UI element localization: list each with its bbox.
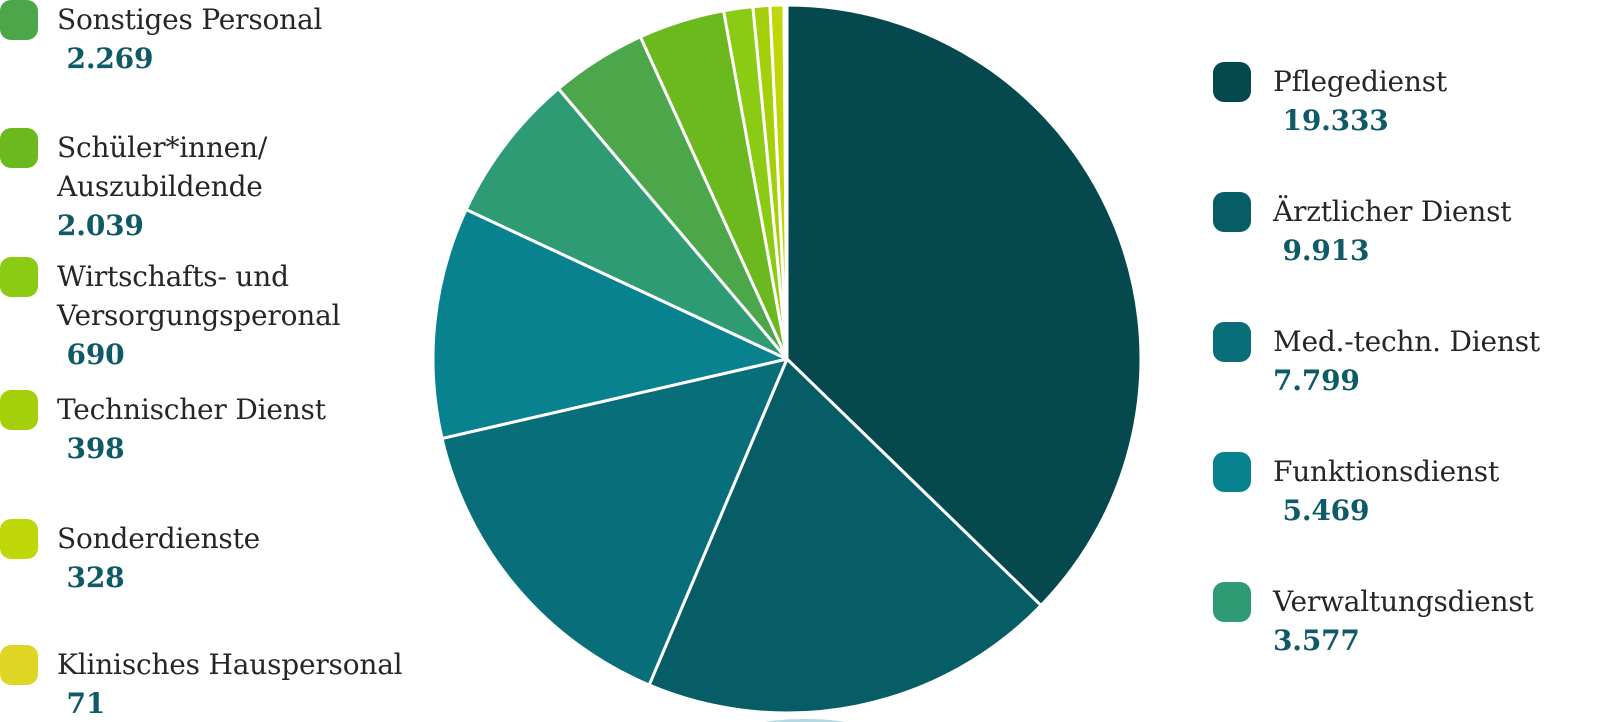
legend-item: Ärztlicher Dienst 9.913 <box>1213 192 1512 271</box>
legend-label-line: Sonstiges Personal <box>57 3 323 36</box>
legend-value: 7.799 <box>1273 364 1360 397</box>
legend-label-line: Sonderdienste <box>57 522 261 555</box>
legend-label-line: Med.-techn. Dienst <box>1273 325 1540 358</box>
legend-item: Schüler*innen/Auszubildende 2.039 <box>0 128 267 246</box>
legend-text: Sonstiges Personal 2.269 <box>57 0 322 79</box>
legend-value: 398 <box>57 432 125 465</box>
pie-slice-4 <box>464 87 789 361</box>
legend-text: Schüler*innen/Auszubildende 2.039 <box>57 128 267 246</box>
legend-item: Klinisches Hauspersonal 71 <box>0 645 403 722</box>
legend-item: Med.-techn. Dienst 7.799 <box>1213 322 1540 401</box>
legend-label-line: Technischer Dienst <box>57 393 326 426</box>
legend-item: Pflegedienst 19.333 <box>1213 62 1447 141</box>
legend-value: 3.577 <box>1273 624 1360 657</box>
legend-swatch <box>1213 452 1251 492</box>
legend-right: Pflegedienst 19.333 Ärztlicher Dienst 9.… <box>1213 0 1600 722</box>
legend-value: 71 <box>57 687 106 720</box>
legend-text: Verwaltungsdienst 3.577 <box>1273 582 1534 661</box>
legend-item: Sonderdienste 328 <box>0 519 260 598</box>
legend-swatch <box>0 519 38 559</box>
legend-label-line: Verwaltungsdienst <box>1273 585 1534 618</box>
legend-item: Verwaltungsdienst 3.577 <box>1213 582 1534 661</box>
legend-left: Sonstiges Personal 2.269 Schüler*innen/A… <box>0 0 430 722</box>
pie-slice-3 <box>431 208 789 440</box>
legend-label-line: Funktionsdienst <box>1273 455 1500 488</box>
pie-slice-10 <box>782 3 789 361</box>
legend-value: 2.039 <box>57 209 144 242</box>
legend-swatch <box>1213 192 1251 232</box>
legend-label-line: Schüler*innen/ <box>57 131 268 164</box>
legend-value: 690 <box>57 338 125 371</box>
pie-chart <box>431 3 1143 715</box>
pie-slice-0 <box>785 3 1143 608</box>
legend-item: Funktionsdienst 5.469 <box>1213 452 1499 531</box>
legend-text: Technischer Dienst 398 <box>57 390 326 469</box>
legend-label-line: Wirtschafts- und <box>57 260 289 293</box>
legend-label-line: Ärztlicher Dienst <box>1273 195 1512 228</box>
pie-slice-1 <box>647 357 1043 715</box>
cropped-shape-bottom <box>741 719 869 722</box>
legend-label-line: Versorgungsperonal <box>57 299 341 332</box>
legend-text: Med.-techn. Dienst 7.799 <box>1273 322 1540 401</box>
legend-label-line: Pflegedienst <box>1273 65 1447 98</box>
legend-item: Sonstiges Personal 2.269 <box>0 0 322 79</box>
legend-swatch <box>0 645 38 685</box>
legend-swatch <box>0 257 38 297</box>
legend-text: Funktionsdienst 5.469 <box>1273 452 1499 531</box>
legend-text: Wirtschafts- und Versorgungsperonal 690 <box>57 257 341 375</box>
legend-value: 5.469 <box>1273 494 1370 527</box>
legend-text: Pflegedienst 19.333 <box>1273 62 1447 141</box>
legend-swatch <box>0 128 38 168</box>
legend-item: Technischer Dienst 398 <box>0 390 326 469</box>
legend-swatch <box>0 0 38 40</box>
legend-swatch <box>1213 62 1251 102</box>
legend-label-line: Klinisches Hauspersonal <box>57 648 403 681</box>
legend-swatch <box>1213 322 1251 362</box>
legend-text: Sonderdienste 328 <box>57 519 260 598</box>
legend-text: Klinisches Hauspersonal 71 <box>57 645 403 722</box>
legend-text: Ärztlicher Dienst 9.913 <box>1273 192 1512 271</box>
pie-chart-area <box>430 2 1144 716</box>
legend-value: 9.913 <box>1273 234 1370 267</box>
legend-value: 328 <box>57 561 125 594</box>
legend-item: Wirtschafts- und Versorgungsperonal 690 <box>0 257 341 375</box>
legend-value: 19.333 <box>1273 104 1389 137</box>
legend-label-line: Auszubildende <box>57 170 263 203</box>
legend-swatch <box>0 390 38 430</box>
pie-slice-2 <box>440 357 789 687</box>
legend-value: 2.269 <box>57 42 154 75</box>
legend-swatch <box>1213 582 1251 622</box>
